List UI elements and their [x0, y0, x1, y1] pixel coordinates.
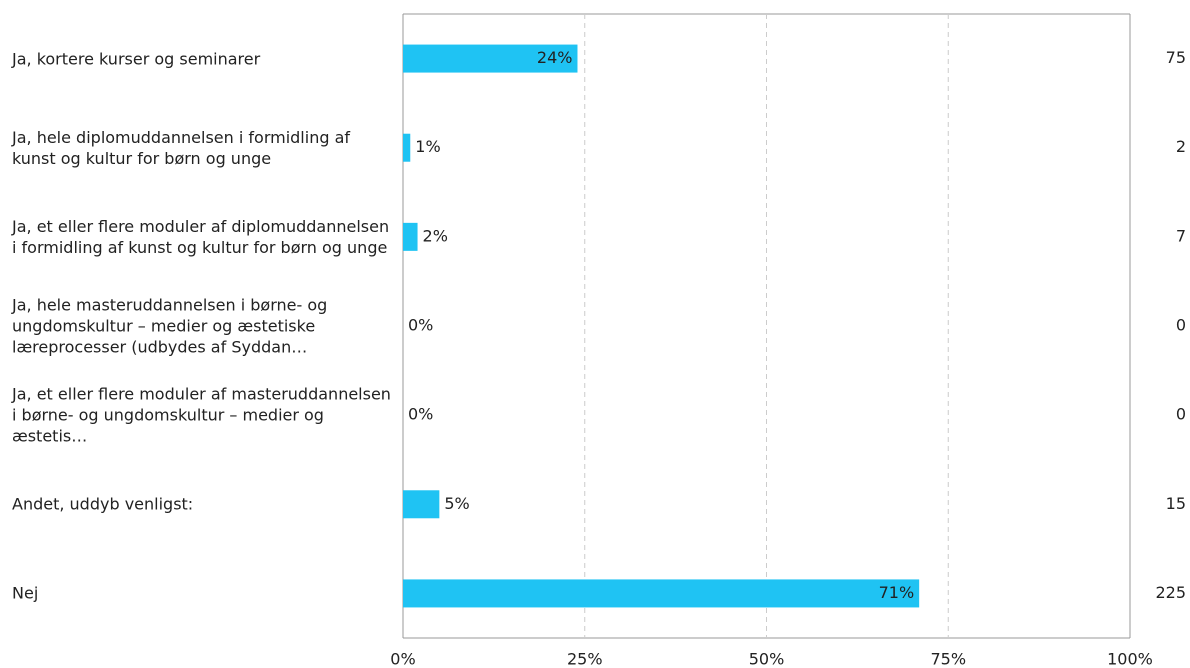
- value-label: 1%: [415, 137, 440, 156]
- x-tick-label: 75%: [930, 650, 966, 668]
- value-label: 0%: [408, 405, 433, 424]
- bar: [403, 579, 920, 608]
- value-label: 5%: [444, 494, 469, 513]
- value-label: 24%: [537, 48, 573, 67]
- x-tick-label: 25%: [567, 650, 603, 668]
- category-label: Ja, et eller flere moduler af masterudda…: [12, 384, 391, 446]
- category-label: Ja, hele masteruddannelsen i børne- og u…: [12, 295, 328, 357]
- x-tick-label: 50%: [749, 650, 785, 668]
- x-tick-label: 100%: [1107, 650, 1153, 668]
- bar: [403, 490, 440, 519]
- value-label: 71%: [879, 583, 915, 602]
- bar: [403, 222, 418, 251]
- value-label: 2%: [423, 226, 448, 245]
- count-label: 15: [1166, 494, 1186, 513]
- count-label: 225: [1155, 583, 1186, 602]
- count-label: 7: [1176, 226, 1186, 245]
- category-label: Ja, et eller flere moduler af diplomudda…: [12, 216, 390, 257]
- bar: [403, 133, 411, 162]
- category-label: Ja, kortere kurser og seminarer: [12, 49, 261, 69]
- bar: [403, 44, 578, 73]
- count-label: 0: [1176, 316, 1186, 335]
- category-label: Nej: [12, 583, 39, 603]
- category-label: Ja, hele diplomuddannelsen i formidling …: [12, 127, 351, 168]
- category-label: Andet, uddyb venligst:: [12, 494, 194, 514]
- count-label: 75: [1166, 48, 1186, 67]
- count-label: 0: [1176, 405, 1186, 424]
- x-tick-label: 0%: [390, 650, 415, 668]
- count-label: 2: [1176, 137, 1186, 156]
- value-label: 0%: [408, 316, 433, 335]
